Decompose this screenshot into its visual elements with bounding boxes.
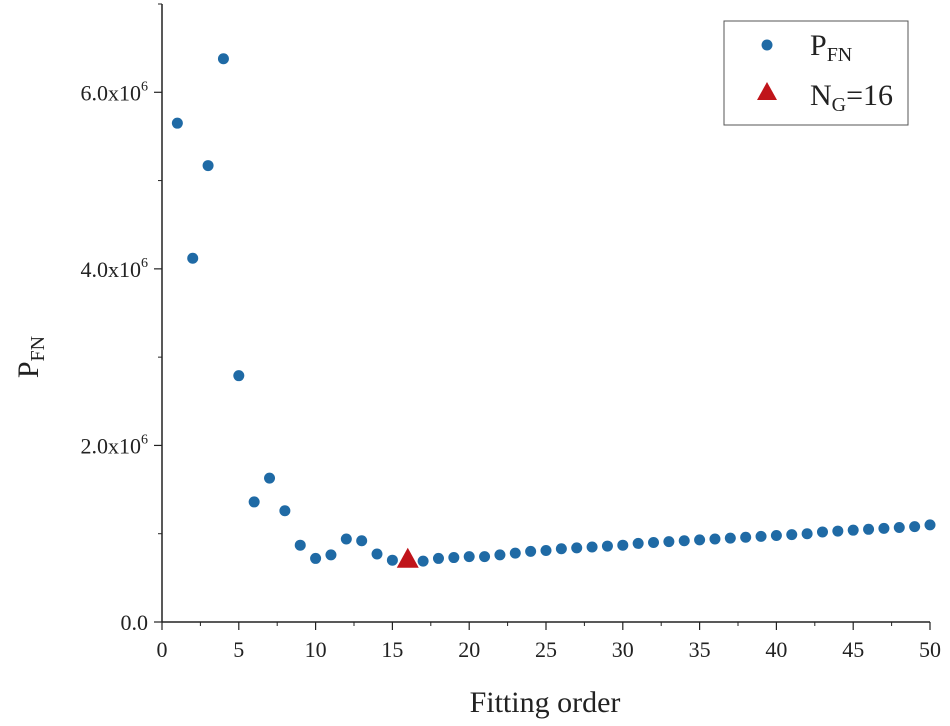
data-point [740,531,752,543]
data-point [617,539,629,551]
x-tick-label: 20 [458,637,480,662]
x-tick-label: 15 [381,637,403,662]
data-point [863,523,875,535]
legend-marker-ng [757,82,777,100]
data-point [648,537,660,549]
data-point [847,524,859,536]
y-tick-label: 4.0x106 [81,256,149,282]
data-point [171,117,183,129]
x-tick-label: 30 [612,637,634,662]
y-axis-label: PFN [12,336,49,378]
data-point [248,496,260,508]
x-tick-label: 5 [233,637,244,662]
data-point [755,530,767,542]
legend: PFN NG=16 [723,20,909,126]
data-point [279,505,291,517]
data-point [371,548,383,560]
data-point [294,539,306,551]
legend-box [723,20,909,126]
data-point [325,549,337,561]
data-point [678,535,690,547]
data-point [924,519,936,531]
data-point [448,552,460,564]
x-tick-label: 45 [842,637,864,662]
data-point [694,534,706,546]
data-point [264,472,276,484]
data-point [386,554,398,566]
x-tick-label: 25 [535,637,557,662]
data-point [709,533,721,545]
x-tick-label: 0 [157,637,168,662]
data-point [632,537,644,549]
x-tick-label: 50 [919,637,941,662]
x-tick-label: 10 [305,637,327,662]
data-point [586,541,598,553]
legend-label-pfn: PFN [810,29,852,66]
data-point [479,551,491,563]
data-point [509,547,521,559]
y-tick-label: 0.0 [121,610,149,635]
data-marks [171,53,936,568]
x-tick-label: 40 [765,637,787,662]
data-point [494,549,506,561]
data-point [356,535,368,547]
axes: 0 5 10 15 20 25 30 35 40 45 50 0.0 2.0x106 4.0x106 6.0… [81,3,941,662]
data-point [340,533,352,545]
data-point-triangle [396,547,419,568]
data-point [601,540,613,552]
data-point [663,536,675,548]
data-point [786,529,798,541]
data-point [310,552,322,564]
data-point [233,370,245,382]
legend-marker-pfn [761,39,773,51]
data-point [909,521,921,533]
data-point [202,160,214,172]
data-point [801,528,813,540]
data-point [432,552,444,564]
data-point [463,551,475,563]
data-point [816,526,828,538]
legend-label-ng: NG=16 [810,79,893,116]
y-tick-label: 6.0x106 [81,79,149,105]
data-point [832,525,844,537]
data-point [571,542,583,554]
data-point [770,529,782,541]
data-point [525,545,537,557]
x-tick-label: 35 [689,637,711,662]
data-point [187,252,199,264]
data-point [724,532,736,544]
x-axis-label: Fitting order [470,686,621,719]
data-point [893,522,905,534]
data-point [878,522,890,534]
data-point [540,544,552,556]
data-point [217,53,229,65]
y-tick-label: 2.0x106 [81,432,149,458]
data-point [417,555,429,567]
data-point [555,543,567,555]
